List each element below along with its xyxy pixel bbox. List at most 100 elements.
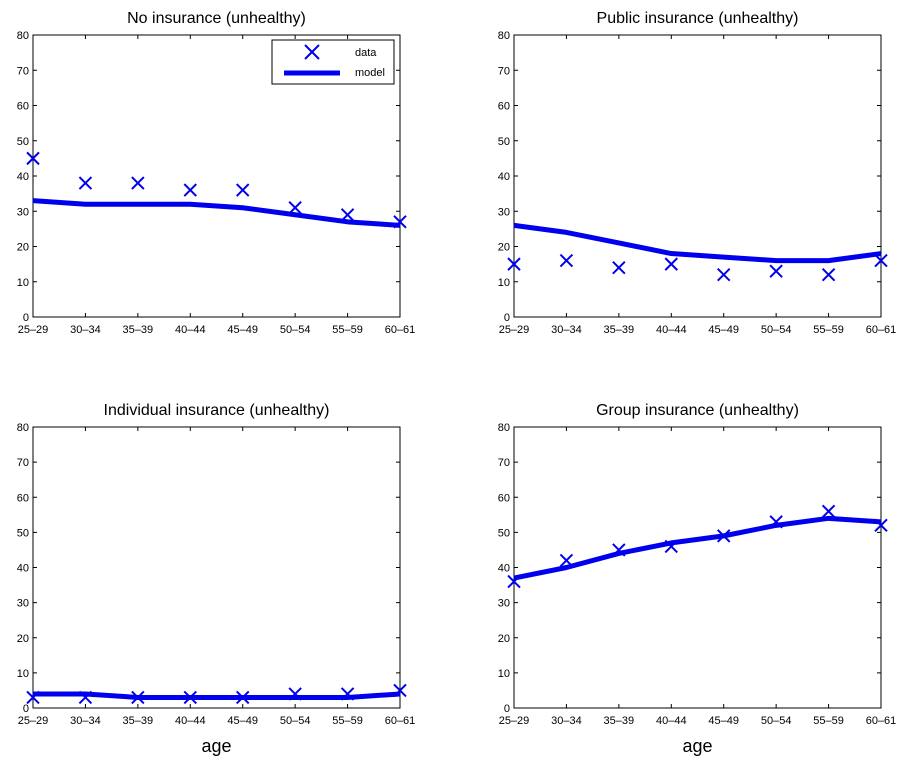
panel-1: No insurance (unhealthy) 0 10 20 30 40 50 60 70 8…: [17, 10, 416, 336]
y-tick-label: 50: [498, 527, 510, 539]
data-point-x-marker: [236, 183, 250, 197]
x-tick-label: 35–39: [604, 715, 635, 727]
y-tick-label: 10: [17, 668, 29, 680]
data-point-x-marker: [131, 176, 145, 190]
data-point-x-marker: [821, 504, 836, 519]
y-tick-label: 20: [17, 242, 29, 254]
data-point-x-marker: [821, 267, 836, 282]
data-point-x-marker: [183, 183, 197, 197]
y-tick-label: 10: [17, 277, 29, 289]
y-tick-label: 60: [498, 101, 510, 113]
model-line: [33, 691, 401, 700]
legend-marker-data: [304, 44, 320, 60]
x-tick-label: 40–44: [175, 324, 206, 336]
y-tick-label: 20: [498, 242, 510, 254]
y-tick-label: 0: [23, 703, 29, 715]
x-tick-label: 35–39: [604, 324, 635, 336]
y-tick-label: 80: [17, 30, 29, 42]
y-tick-label: 10: [498, 668, 510, 680]
y-tick-label: 70: [17, 65, 29, 77]
x-tick-label: 30–34: [70, 715, 101, 727]
data-point-x-marker: [664, 257, 678, 271]
x-tick-label: 60–61: [385, 324, 416, 336]
legend-label: model: [355, 67, 385, 79]
x-tick-label: 25–29: [18, 324, 49, 336]
x-tick-label: 50–54: [761, 715, 792, 727]
chart-title: Individual insurance (unhealthy): [104, 402, 330, 419]
x-tick-label: 60–61: [866, 324, 897, 336]
x-tick-label: 25–29: [499, 715, 530, 727]
y-tick-label: 0: [504, 703, 510, 715]
y-tick-label: 30: [498, 598, 510, 610]
y-tick-label: 50: [498, 136, 510, 148]
panel-4: Group insurance (unhealthy) 0 10 20 30 40 50 60…: [498, 402, 897, 756]
y-tick-label: 30: [17, 598, 29, 610]
x-tick-label: 45–49: [227, 715, 258, 727]
x-tick-label: 55–59: [332, 324, 363, 336]
data-point-x-marker: [769, 264, 783, 278]
y-tick-label: 60: [498, 492, 510, 504]
x-tick-label: 50–54: [761, 324, 792, 336]
y-tick-label: 20: [17, 633, 29, 645]
y-tick-label: 80: [498, 30, 510, 42]
y-tick-label: 0: [504, 312, 510, 324]
panel-2: Public insurance (unhealthy) 0 10 20 30 40 50 6…: [498, 10, 897, 336]
y-tick-label: 70: [498, 457, 510, 469]
x-tick-label: 25–29: [499, 324, 530, 336]
data-point-x-marker: [507, 257, 521, 271]
x-tick-label: 50–54: [280, 324, 311, 336]
x-tick-label: 30–34: [70, 324, 101, 336]
panel-3: Individual insurance (unhealthy) 0 10 20 30 4…: [17, 402, 416, 756]
x-tick-label: 45–49: [227, 324, 258, 336]
x-tick-label: 35–39: [123, 324, 154, 336]
y-tick-label: 50: [17, 136, 29, 148]
y-tick-label: 40: [498, 171, 510, 183]
y-tick-label: 40: [498, 563, 510, 575]
y-tick-label: 50: [17, 527, 29, 539]
data-point-x-marker: [717, 267, 731, 282]
x-tick-label: 60–61: [866, 715, 897, 727]
y-tick-label: 40: [17, 171, 29, 183]
y-tick-label: 20: [498, 633, 510, 645]
x-tick-label: 55–59: [813, 324, 844, 336]
y-tick-label: 70: [17, 457, 29, 469]
x-tick-label: 60–61: [385, 715, 416, 727]
legend-label: data: [355, 47, 377, 59]
y-tick-label: 60: [17, 101, 29, 113]
y-tick-label: 30: [498, 206, 510, 218]
y-tick-label: 80: [498, 422, 510, 434]
model-line: [513, 222, 882, 264]
x-tick-label: 30–34: [551, 715, 582, 727]
chart-title: Group insurance (unhealthy): [596, 402, 799, 419]
x-tick-label: 45–49: [708, 324, 739, 336]
y-tick-label: 70: [498, 65, 510, 77]
chart-title: No insurance (unhealthy): [127, 10, 306, 27]
y-tick-label: 0: [23, 312, 29, 324]
y-tick-label: 30: [17, 206, 29, 218]
axes-box: [32, 426, 401, 709]
x-tick-label: 45–49: [708, 715, 739, 727]
legend: data model: [271, 39, 395, 85]
data-point-x-marker: [26, 151, 40, 166]
y-tick-label: 80: [17, 422, 29, 434]
y-tick-label: 10: [498, 277, 510, 289]
data-point-x-marker: [78, 176, 93, 190]
y-tick-label: 60: [17, 492, 29, 504]
data-point-x-marker: [612, 260, 626, 275]
y-tick-label: 40: [17, 563, 29, 575]
x-tick-label: 55–59: [332, 715, 363, 727]
data-point-x-marker: [559, 253, 574, 268]
x-axis-label: age: [682, 736, 712, 756]
x-tick-label: 40–44: [656, 324, 687, 336]
x-tick-label: 40–44: [656, 715, 687, 727]
x-tick-label: 50–54: [280, 715, 311, 727]
x-tick-label: 55–59: [813, 715, 844, 727]
model-line: [32, 198, 401, 228]
model-line: [513, 515, 882, 581]
legend-box: [271, 39, 395, 85]
chart-title: Public insurance (unhealthy): [597, 10, 799, 27]
x-tick-label: 25–29: [18, 715, 49, 727]
x-axis-label: age: [201, 736, 231, 756]
x-tick-label: 35–39: [123, 715, 154, 727]
